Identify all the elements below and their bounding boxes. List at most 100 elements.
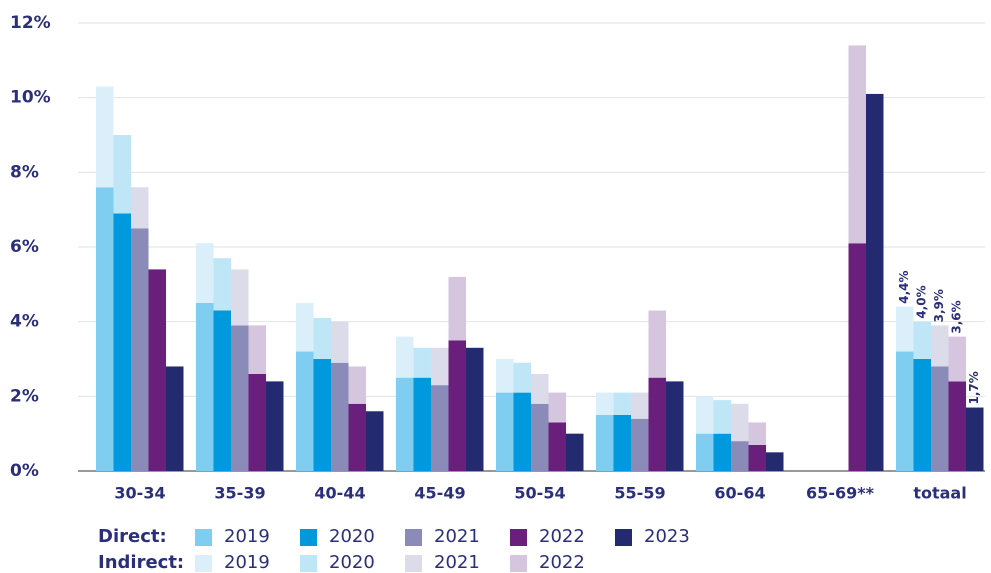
bar-direct bbox=[348, 403, 366, 471]
bar-direct bbox=[913, 359, 931, 471]
x-tick-label: 50-54 bbox=[514, 484, 565, 503]
bar-direct bbox=[448, 340, 466, 471]
bar-direct bbox=[148, 269, 166, 471]
bar-indirect bbox=[331, 321, 349, 363]
legend-swatch bbox=[615, 529, 632, 546]
legend-label: 2021 bbox=[434, 552, 480, 573]
bar-indirect bbox=[948, 336, 966, 382]
legend-swatch bbox=[510, 555, 527, 572]
bar-direct bbox=[131, 228, 149, 471]
legend-swatch bbox=[300, 529, 317, 546]
x-tick-label: 55-59 bbox=[614, 484, 665, 503]
bar-direct bbox=[513, 392, 531, 471]
bar-indirect bbox=[896, 306, 914, 352]
bar-direct bbox=[113, 213, 131, 471]
x-tick-label: 40-44 bbox=[314, 484, 365, 503]
bar-indirect bbox=[413, 347, 431, 378]
bar-direct bbox=[613, 415, 631, 471]
bar-indirect bbox=[196, 243, 214, 303]
bar-indirect bbox=[648, 310, 666, 378]
bar-direct bbox=[648, 377, 666, 471]
bar-indirect bbox=[531, 373, 549, 404]
bar-direct bbox=[866, 93, 884, 471]
legend-heading: Indirect: bbox=[98, 552, 184, 573]
bar-direct bbox=[413, 377, 431, 471]
legend-swatch bbox=[195, 529, 212, 546]
bar-direct bbox=[331, 362, 349, 471]
x-tick-label: 45-49 bbox=[414, 484, 465, 503]
bar-indirect bbox=[748, 422, 766, 445]
legend-label: 2022 bbox=[539, 526, 585, 547]
bar-direct bbox=[396, 377, 414, 471]
bar-direct bbox=[596, 415, 614, 471]
bar-indirect bbox=[496, 359, 514, 393]
bar-indirect bbox=[231, 269, 249, 326]
bar-direct bbox=[366, 411, 384, 471]
bar-direct bbox=[531, 403, 549, 471]
bar-indirect bbox=[213, 258, 231, 311]
legend-swatch bbox=[405, 529, 422, 546]
bar-direct bbox=[248, 373, 266, 471]
total-label: 3,6% bbox=[950, 300, 964, 333]
bar-direct bbox=[931, 366, 949, 471]
legend-swatch bbox=[195, 555, 212, 572]
bar-indirect bbox=[613, 392, 631, 415]
total-label: 4,4% bbox=[897, 270, 911, 303]
x-tick-label: 65-69** bbox=[806, 484, 875, 503]
y-tick-label: 6% bbox=[10, 237, 39, 257]
bar-direct bbox=[213, 310, 231, 471]
legend-swatch bbox=[300, 555, 317, 572]
bar-indirect bbox=[96, 86, 114, 188]
x-tick-label: 35-39 bbox=[214, 484, 265, 503]
bar-indirect bbox=[448, 276, 466, 341]
bar-direct bbox=[631, 418, 649, 471]
total-label: 1,7% bbox=[967, 371, 981, 404]
bar-indirect bbox=[513, 362, 531, 393]
bar-direct bbox=[196, 303, 214, 471]
y-tick-label: 10% bbox=[10, 88, 51, 108]
bar-direct bbox=[748, 444, 766, 471]
bar-direct bbox=[696, 433, 714, 471]
y-tick-label: 12% bbox=[10, 13, 51, 33]
y-tick-label: 4% bbox=[10, 312, 39, 332]
bar-indirect bbox=[113, 135, 131, 214]
y-tick-label: 0% bbox=[10, 461, 39, 481]
x-tick-label: 60-64 bbox=[714, 484, 765, 503]
y-tick-label: 2% bbox=[10, 386, 39, 406]
x-tick-label: 30-34 bbox=[114, 484, 165, 503]
bar-indirect bbox=[731, 403, 749, 442]
bar-indirect bbox=[431, 347, 449, 386]
x-tick-label: totaal bbox=[913, 484, 966, 503]
bar-indirect bbox=[596, 392, 614, 415]
bar-direct bbox=[313, 359, 331, 471]
bar-direct bbox=[431, 385, 449, 471]
bar-direct bbox=[496, 392, 514, 471]
bar-indirect bbox=[631, 392, 649, 419]
bar-direct bbox=[466, 347, 484, 471]
bar-indirect bbox=[931, 325, 949, 367]
legend-label: 2020 bbox=[329, 552, 375, 573]
bar-direct bbox=[848, 243, 866, 471]
bar-indirect bbox=[313, 317, 331, 359]
bar-indirect bbox=[348, 366, 366, 404]
legend-label: 2020 bbox=[329, 526, 375, 547]
y-tick-label: 8% bbox=[10, 162, 39, 182]
bar-indirect bbox=[713, 400, 731, 434]
total-label: 3,9% bbox=[932, 289, 946, 322]
bar-direct bbox=[266, 381, 284, 471]
bar-direct bbox=[713, 433, 731, 471]
bar-direct bbox=[666, 381, 684, 471]
bar-direct bbox=[966, 407, 984, 471]
legend-swatch bbox=[510, 529, 527, 546]
total-label: 4,0% bbox=[915, 285, 929, 318]
bar-direct bbox=[96, 187, 114, 471]
bar-indirect bbox=[848, 45, 866, 244]
bar-direct bbox=[566, 433, 584, 471]
bar-direct bbox=[948, 381, 966, 471]
legend-swatch bbox=[405, 555, 422, 572]
bar-direct bbox=[296, 351, 314, 471]
bar-indirect bbox=[696, 396, 714, 434]
bar-direct bbox=[731, 441, 749, 471]
legend-label: 2019 bbox=[224, 526, 270, 547]
bar-indirect bbox=[248, 325, 266, 374]
